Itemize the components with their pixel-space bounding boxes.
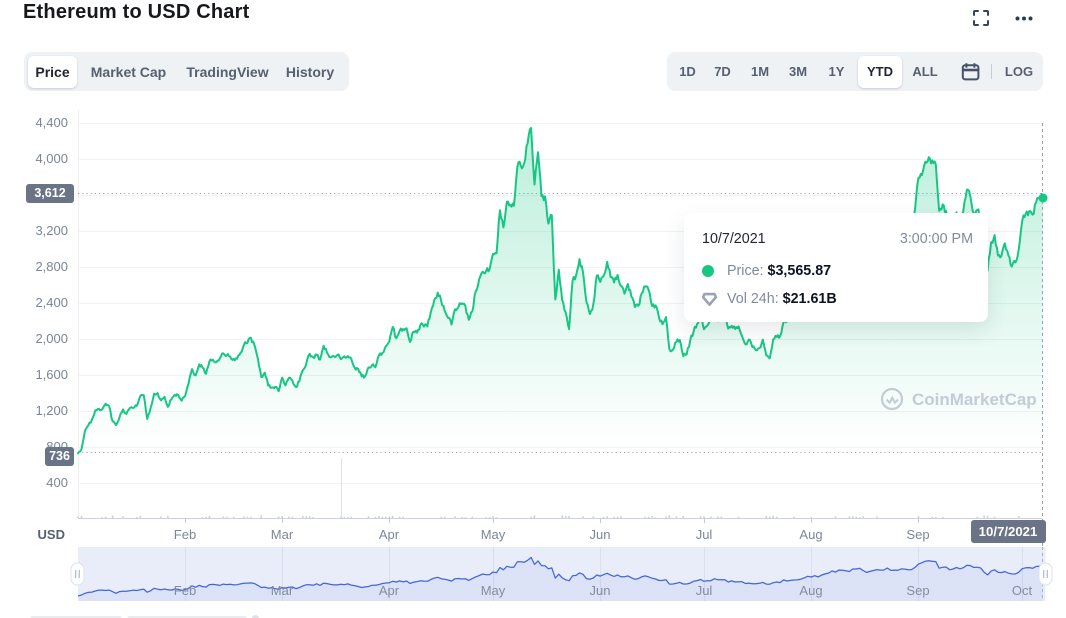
svg-text:CoinMarketCap: CoinMarketCap bbox=[912, 390, 1037, 409]
